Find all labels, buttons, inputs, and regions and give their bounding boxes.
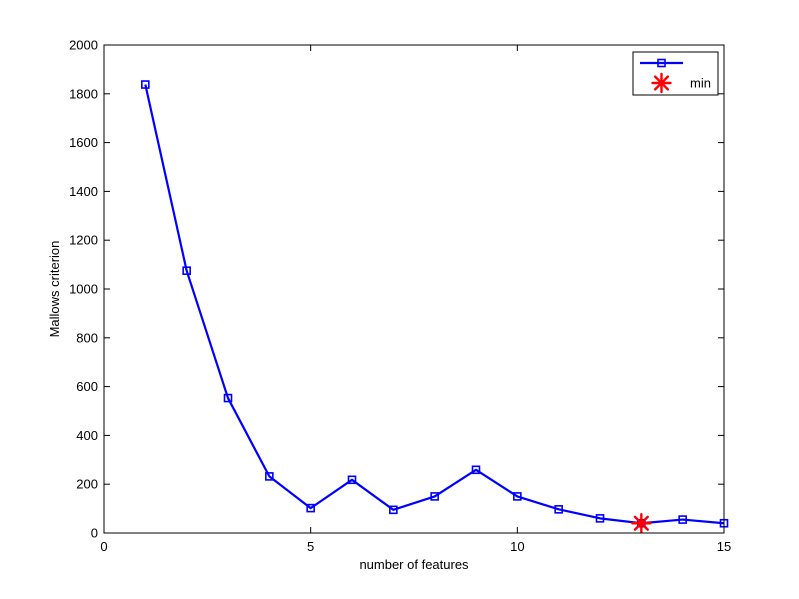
data-point-4: [265, 472, 274, 481]
legend-square-marker: [657, 58, 666, 68]
plot-frame: [103, 44, 725, 534]
x-tick-label: 15: [717, 539, 731, 554]
y-tick-label: 200: [76, 477, 98, 492]
data-point-14: [678, 515, 687, 524]
legend-asterisk-marker: [651, 72, 672, 94]
y-tick-label: 1200: [69, 233, 98, 248]
data-point-8: [430, 492, 439, 501]
series-line-mallows: [144, 84, 725, 525]
legend-entry-1: min: [651, 72, 711, 94]
data-point-11: [554, 505, 563, 514]
data-point-10: [513, 492, 522, 501]
asterisk-stroke: [653, 75, 670, 91]
y-tick-label: 600: [76, 379, 98, 394]
y-tick-label: 1000: [69, 282, 98, 297]
data-point-6: [347, 475, 357, 485]
legend-entry-0: [640, 58, 683, 68]
y-axis-label: Mallows criterion: [47, 241, 62, 338]
y-tick-label: 1600: [69, 135, 98, 150]
y-tick-label: 800: [76, 330, 98, 345]
legend-entries: min: [640, 58, 711, 94]
y-tick-label: 0: [91, 526, 98, 541]
data-point-7: [389, 505, 398, 515]
y-tick-label: 1800: [69, 86, 98, 101]
ticks-layer: 0 5 10 15 0 200 400 600 800 1000 1200 1400 1600 1800 2…: [69, 38, 731, 555]
data-point-9: [471, 465, 481, 475]
x-tick-label: 10: [510, 539, 524, 554]
y-tick-label: 2000: [69, 38, 98, 53]
data-point-3: [223, 393, 233, 403]
legend-box: [632, 51, 719, 96]
data-point-2: [182, 266, 191, 276]
legend: min: [632, 51, 719, 96]
x-tick-label: 0: [100, 539, 107, 554]
asterisk-stroke: [633, 515, 649, 531]
data-point-12: [595, 514, 605, 523]
data-point-1: [141, 80, 150, 89]
x-axis-label: number of features: [359, 557, 469, 572]
min-marker: [631, 513, 652, 534]
x-tick-label: 5: [307, 539, 314, 554]
plot-area: [104, 45, 724, 533]
data-point-5: [306, 503, 315, 513]
legend-label: min: [690, 76, 711, 91]
y-tick-label: 400: [76, 428, 98, 443]
y-tick-label: 1400: [69, 184, 98, 199]
